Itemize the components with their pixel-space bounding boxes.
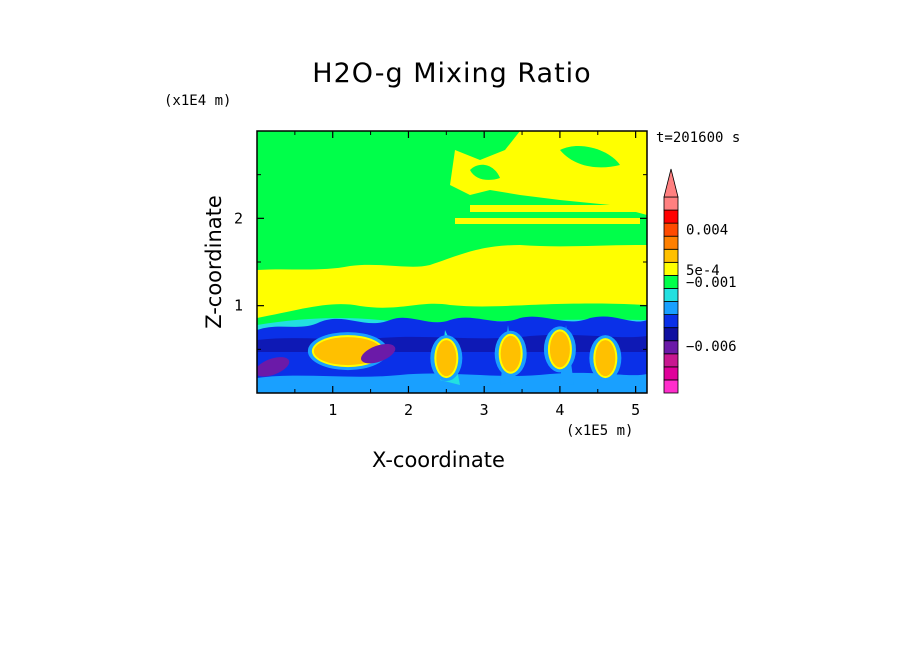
x-axis-label: X-coordinate — [372, 448, 505, 472]
contour-field — [257, 131, 647, 393]
colorbar-swatch — [663, 196, 679, 211]
colorbar-label: −0.006 — [686, 339, 737, 355]
chart-title: H2O-g Mixing Ratio — [312, 58, 592, 89]
colorbar-swatch — [663, 248, 679, 263]
colorbar-label: 0.004 — [686, 223, 728, 239]
x-axis: 1 2 3 4 5 — [294, 131, 640, 419]
colorbar-swatch — [663, 379, 679, 394]
colorbar-swatch — [663, 327, 679, 342]
colorbar-swatch — [663, 261, 679, 276]
y-tick-label: 1 — [234, 297, 243, 315]
x-tick-label: 2 — [404, 401, 413, 419]
colorbar-swatch — [663, 209, 679, 224]
colorbar-label: −0.001 — [686, 275, 737, 291]
patch-inclusion — [560, 145, 620, 168]
colorbar-extension — [663, 168, 679, 198]
moisture-blob — [595, 340, 616, 377]
moisture-blob — [549, 331, 570, 368]
colorbar-swatch — [663, 366, 679, 381]
patch-inclusion — [470, 164, 500, 180]
colorbar-swatch — [663, 314, 679, 329]
y-axis: 12 — [234, 174, 647, 350]
colorbar-swatch — [663, 301, 679, 315]
upper-band — [470, 205, 640, 212]
moisture-blob — [500, 335, 521, 372]
moisture-blob — [436, 340, 457, 377]
x-tick-label: 3 — [480, 401, 489, 419]
colorbar-swatch — [663, 288, 679, 302]
colorbar-label: 5e-4 — [686, 263, 720, 279]
timestamp-label: t=201600 s — [656, 130, 741, 146]
x-tick-label: 4 — [555, 401, 564, 419]
upper-band — [455, 218, 640, 224]
moisture-blob — [257, 357, 290, 377]
y-unit-label: (x1E4 m) — [164, 93, 232, 109]
x-tick-label: 5 — [631, 401, 640, 419]
colorbar-swatch — [663, 274, 679, 289]
x-tick-label: 1 — [328, 401, 337, 419]
colorbar-swatch — [663, 353, 679, 368]
x-unit-label: (x1E5 m) — [566, 423, 634, 439]
colorbar: 0.004 5e-4−0.001 −0.006 — [663, 168, 737, 394]
colorbar-swatch — [663, 222, 679, 237]
colorbar-swatch — [663, 235, 679, 250]
colorbar-swatch — [663, 340, 679, 355]
y-tick-label: 2 — [234, 209, 243, 227]
moisture-blob — [361, 343, 396, 364]
